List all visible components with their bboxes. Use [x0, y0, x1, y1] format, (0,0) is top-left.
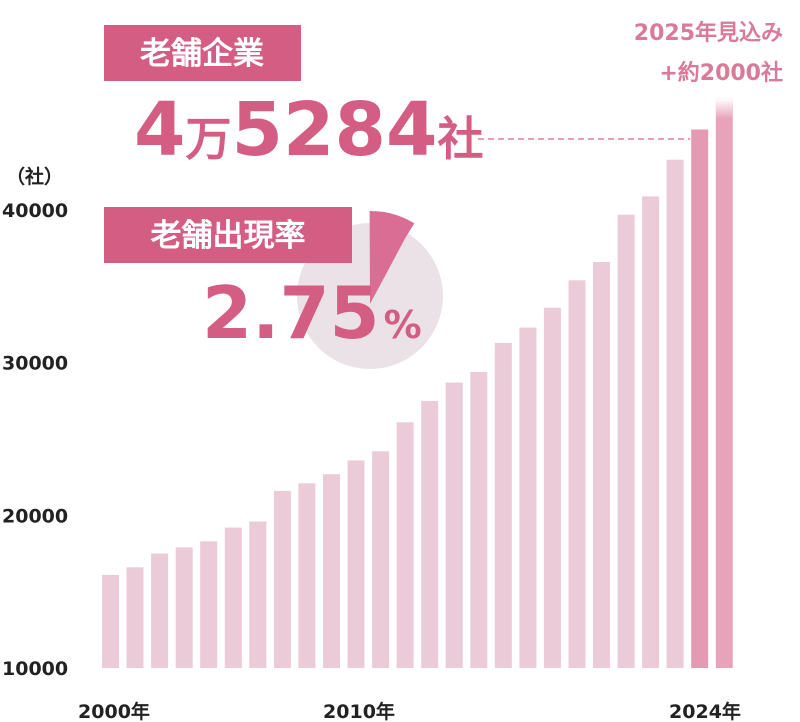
y-axis-unit-label: （社）	[6, 165, 63, 188]
forecast-annotation: 2025年見込み +約2000社	[634, 20, 783, 86]
shinise-label: 老舗企業	[140, 36, 264, 72]
y-tick-label: 30000	[2, 353, 68, 375]
bar	[421, 400, 439, 668]
y-tick-label: 10000	[2, 658, 68, 680]
bar	[200, 541, 218, 668]
bar	[151, 553, 169, 668]
bar	[593, 262, 610, 668]
x-axis: 2000年 2010年 2024年	[78, 700, 741, 722]
bar	[396, 422, 414, 668]
bar	[175, 547, 193, 668]
bar	[298, 483, 316, 668]
y-tick-label: 40000	[2, 200, 68, 222]
bar	[224, 527, 242, 668]
x-tick-label: 2000年	[78, 700, 150, 722]
rate-label-box	[104, 207, 352, 263]
bar	[666, 159, 684, 668]
forecast-label-line1: 2025年見込み	[634, 20, 783, 46]
bar	[470, 371, 488, 668]
rate-label: 老舗出現率	[151, 218, 306, 254]
forecast-bar-fade	[715, 98, 733, 119]
y-tick-label: 20000	[2, 505, 68, 527]
bar	[347, 460, 365, 668]
bar	[445, 382, 463, 668]
bar	[494, 342, 512, 668]
bar	[273, 490, 291, 668]
bar	[617, 214, 635, 668]
bar	[372, 451, 390, 668]
rate-value: 2.75%	[202, 271, 422, 355]
y-axis: 10000 20000 30000 40000	[2, 200, 68, 680]
bar	[102, 574, 119, 668]
shinise-label-box	[104, 25, 301, 81]
bar	[642, 196, 660, 668]
shinise-callout: 老舗企業 4万5284社	[104, 25, 483, 173]
bar	[519, 327, 537, 668]
x-tick-label: 2024年	[669, 700, 741, 722]
bar	[691, 129, 709, 668]
bar	[323, 474, 340, 668]
forecast-label-line2: +約2000社	[659, 60, 783, 86]
x-tick-label: 2010年	[323, 700, 395, 722]
bar	[568, 280, 586, 668]
pie-slice-rate	[369, 210, 415, 304]
bar	[249, 521, 267, 668]
bar	[715, 98, 733, 668]
bar-series	[102, 98, 733, 668]
bar	[126, 567, 144, 668]
shinise-count: 4万5284社	[134, 87, 483, 173]
bar	[543, 307, 561, 668]
rate-callout: 老舗出現率 2.75%	[104, 207, 422, 355]
